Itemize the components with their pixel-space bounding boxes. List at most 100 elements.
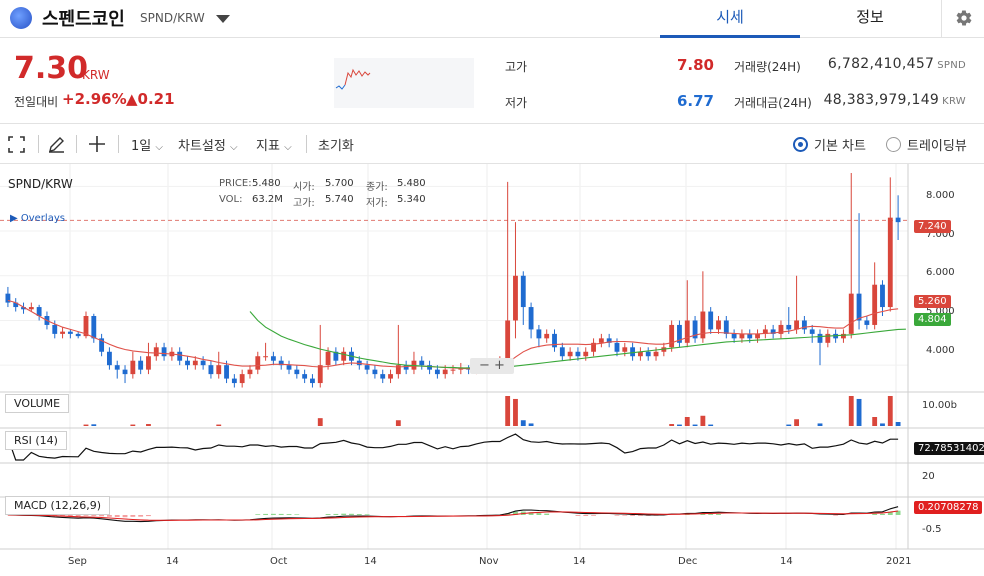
tab-info[interactable]: 정보 <box>856 8 884 26</box>
candle-body <box>637 351 643 357</box>
legend-price-label: PRICE: <box>219 178 252 189</box>
legend-open-label: 시가: <box>293 182 315 193</box>
macd-histogram-bar <box>630 515 636 516</box>
time-tick-sep: Sep <box>68 556 87 567</box>
view-basic-radio[interactable] <box>793 137 808 152</box>
macd-histogram-bar <box>75 515 81 517</box>
indicators-menu[interactable]: 지표 ⌵ <box>256 139 292 154</box>
candle-body <box>302 374 308 379</box>
volume-bar <box>505 396 511 426</box>
crosshair-icon[interactable] <box>88 135 106 153</box>
candle-body <box>286 365 292 370</box>
candle-body <box>817 333 823 343</box>
mini-sparkline <box>334 58 474 108</box>
macd-histogram-bar <box>895 510 901 515</box>
candle-body <box>67 331 73 334</box>
chart-settings-menu[interactable]: 차트설정 ⌵ <box>178 139 238 154</box>
candle-body <box>544 333 550 339</box>
tab-quote[interactable]: 시세 <box>660 0 800 38</box>
draw-pencil-icon[interactable] <box>48 136 65 153</box>
candle-body <box>278 360 284 366</box>
volume-bar <box>794 419 800 426</box>
reset-button[interactable]: 초기화 <box>318 139 354 154</box>
candle-body <box>442 369 448 375</box>
candle-body <box>224 365 229 379</box>
price-tick-5: 5.000 <box>926 306 955 317</box>
ma-long-line <box>249 311 906 369</box>
candle-body <box>614 342 620 352</box>
candle-body <box>21 307 26 310</box>
volume-bar <box>669 424 675 426</box>
candle-body <box>645 351 651 357</box>
macd-histogram-bar <box>91 515 97 516</box>
coin-pair[interactable]: SPND/KRW <box>140 11 205 25</box>
volume-tick: 10.00b <box>922 400 957 411</box>
zoom-controls[interactable]: − + <box>470 358 514 374</box>
candle-body <box>153 347 159 357</box>
price-chart[interactable]: SPND/KRW ▶ Overlays PRICE: 5.480 시가: 5.7… <box>0 164 984 576</box>
candle-body <box>684 320 690 343</box>
macd-signal-line <box>7 510 899 521</box>
candle-body <box>317 365 323 384</box>
chart-canvas[interactable] <box>0 164 984 576</box>
candle-body <box>552 333 557 348</box>
time-tick-nov14: 14 <box>573 556 586 567</box>
volume-pane-label[interactable]: VOLUME <box>5 394 70 413</box>
view-trading-label[interactable]: 트레이딩뷰 <box>907 139 967 154</box>
candle-body <box>114 365 120 370</box>
chart-symbol: SPND/KRW <box>8 177 73 191</box>
time-tick-nov: Nov <box>479 556 499 567</box>
candle-body <box>200 360 206 366</box>
macd-histogram-bar <box>286 514 292 515</box>
macd-pane-label[interactable]: MACD (12,26,9) <box>5 496 111 515</box>
candle-body <box>692 320 698 339</box>
fullscreen-icon[interactable] <box>8 136 25 153</box>
candle-body <box>864 320 870 325</box>
volume-bar <box>91 424 97 426</box>
macd-value-tag: 0.20708278 <box>914 501 983 514</box>
macd-histogram-bar <box>513 511 518 515</box>
candle-body <box>841 333 846 339</box>
coin-name[interactable]: 스펜드코인 <box>42 9 125 30</box>
macd-histogram-bar <box>614 515 620 516</box>
candle-body <box>419 360 425 366</box>
coin-dropdown-icon[interactable] <box>216 15 230 23</box>
candle-body <box>138 360 144 370</box>
candle-body <box>700 311 706 339</box>
top-bar: 스펜드코인 SPND/KRW 시세 정보 <box>0 0 984 38</box>
candle-body <box>395 365 401 375</box>
view-basic-label[interactable]: 기본 차트 <box>814 139 866 154</box>
macd-histogram-bar <box>544 513 550 515</box>
coin-logo-icon <box>10 7 32 29</box>
interval-select[interactable]: 1일 ⌵ <box>131 139 163 154</box>
settings-button[interactable] <box>941 0 984 38</box>
overlays-toggle[interactable]: ▶ Overlays <box>10 213 65 224</box>
macd-histogram-bar <box>575 515 581 516</box>
candle-body <box>739 333 745 339</box>
candle-body <box>216 365 222 375</box>
macd-histogram-bar <box>146 515 151 517</box>
candle-body <box>801 320 807 330</box>
macd-histogram-bar <box>106 515 112 517</box>
rsi-pane-label[interactable]: RSI (14) <box>5 431 67 450</box>
legend-open: 5.700 <box>325 178 354 189</box>
candle-body <box>895 217 901 223</box>
macd-histogram-bar <box>872 513 878 515</box>
macd-histogram-bar <box>528 512 534 515</box>
candle-body <box>575 351 581 357</box>
candle-body <box>856 293 862 321</box>
candle-body <box>380 374 386 379</box>
macd-histogram-bar <box>684 514 690 515</box>
candle-body <box>255 356 261 370</box>
view-trading-radio[interactable] <box>886 137 901 152</box>
value-label: 거래대금(24H) <box>734 96 812 110</box>
volume-bar <box>700 415 706 426</box>
volume-bar <box>677 424 682 426</box>
legend-low-label: 저가: <box>366 198 388 209</box>
volume-bar <box>520 420 526 426</box>
volume-bar <box>817 423 823 426</box>
macd-histogram-bar <box>716 514 721 515</box>
candle-body <box>677 324 682 343</box>
candle-body <box>887 217 893 308</box>
candle-body <box>520 275 526 308</box>
